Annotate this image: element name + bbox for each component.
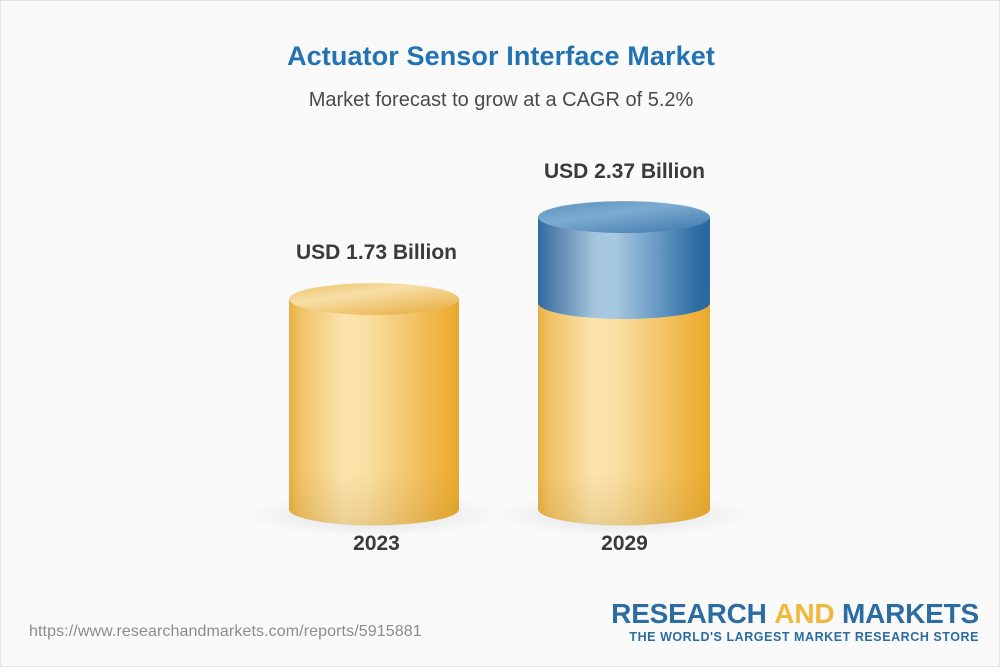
category-label-2023: 2023 (353, 532, 400, 555)
cylinder-2023 (288, 282, 460, 526)
category-label-2029: 2029 (601, 532, 648, 555)
cylinder-2029 (537, 200, 711, 526)
cylinder-top-2023 (289, 283, 459, 315)
logo-word-and: AND (774, 598, 835, 629)
cylinder-top-2029 (538, 201, 710, 233)
source-url[interactable]: https://www.researchandmarkets.com/repor… (29, 623, 422, 640)
cylinder-growth-segment-2029 (538, 217, 710, 319)
page-title: Actuator Sensor Interface Market (287, 41, 715, 71)
logo-word-research: RESEARCH (611, 598, 767, 629)
brand-logo[interactable]: RESEARCH AND MARKETS THE WORLD'S LARGEST… (611, 599, 979, 645)
page-subtitle: Market forecast to grow at a CAGR of 5.2… (308, 89, 694, 111)
value-label-2023: USD 1.73 Billion (295, 241, 458, 264)
value-label-2029: USD 2.37 Billion (543, 160, 706, 183)
logo-word-markets: MARKETS (841, 598, 979, 629)
logo-tagline: THE WORLD'S LARGEST MARKET RESEARCH STOR… (629, 630, 979, 645)
logo-wordmark: RESEARCH AND MARKETS (611, 599, 979, 628)
